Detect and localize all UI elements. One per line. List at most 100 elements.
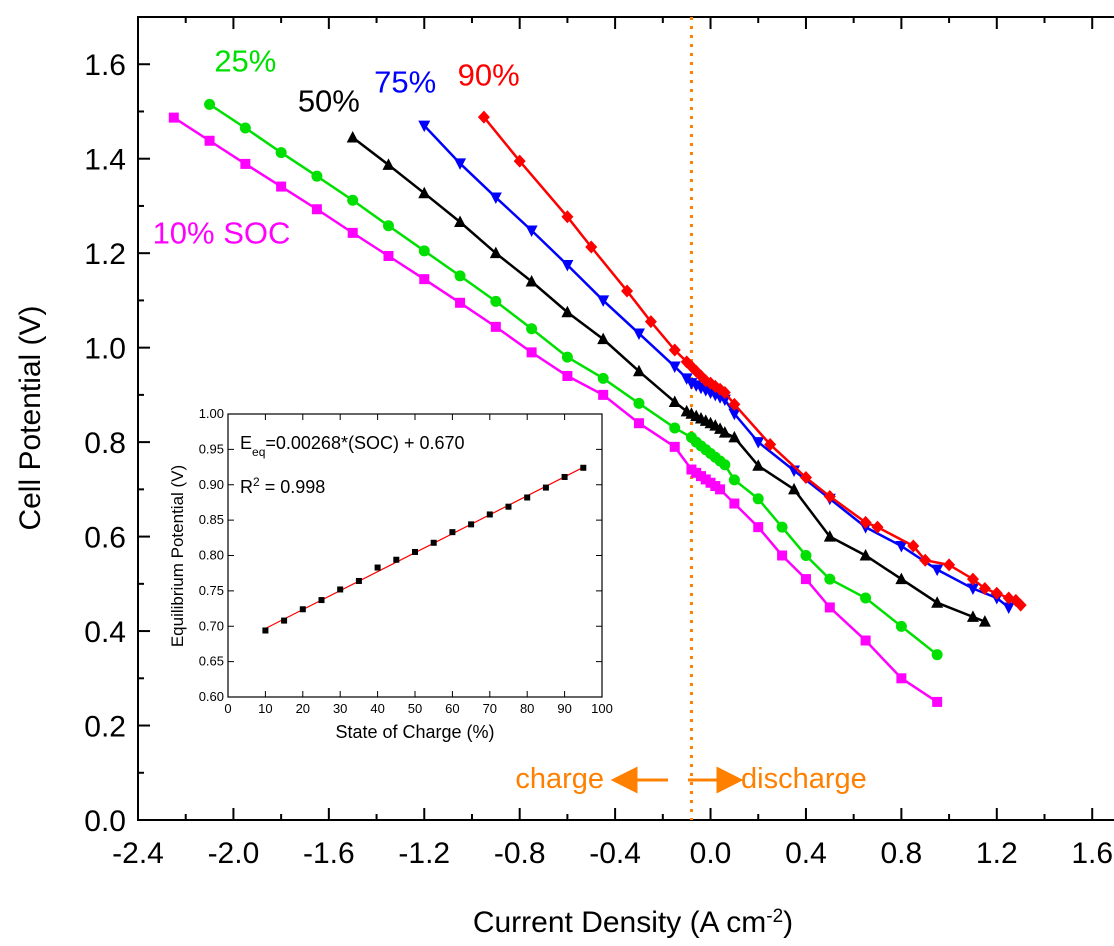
data-point (764, 437, 777, 451)
data-point (871, 520, 884, 534)
main-x-axis-title: Current Density (A cm-2) (473, 906, 793, 940)
x-tick-label: 0.4 (785, 837, 827, 870)
inset-data-point (318, 597, 325, 604)
data-point (455, 297, 466, 308)
data-point (418, 186, 431, 199)
inset-y-tick-label: 1.00 (199, 406, 224, 421)
data-point (895, 572, 908, 585)
inset-y-axis: 0.60 0.65 0.70 0.75 0.80 0.85 0.90 0.95 1.00 (199, 406, 602, 704)
inset-r-squared: R2 = 0.998 (240, 475, 325, 497)
data-point (860, 592, 872, 604)
data-point (931, 564, 944, 577)
inset-data-point (412, 548, 418, 555)
inset-data-point (505, 503, 512, 510)
data-point (477, 110, 490, 124)
x-tick-label: 1.2 (976, 837, 1018, 870)
inset-data-point (281, 617, 288, 624)
x-tick-label: 1.6 (1071, 837, 1113, 870)
data-point (513, 154, 526, 168)
data-point (753, 522, 764, 533)
data-point (932, 696, 943, 707)
data-point (728, 430, 741, 443)
inset-data-point (542, 484, 549, 491)
inset-data-point (337, 586, 344, 593)
inset-y-tick-label: 0.85 (199, 512, 224, 527)
data-point (1014, 598, 1027, 612)
series-labels: 10% SOC 25% 50% 75% 90% (153, 43, 520, 250)
inset-x-tick-label: 90 (557, 701, 571, 716)
data-point (823, 489, 836, 503)
x-tick-label: -0.4 (589, 837, 641, 870)
data-point (777, 550, 788, 561)
inset-background (224, 414, 604, 697)
data-point (668, 361, 681, 374)
data-point (668, 395, 681, 407)
y-tick-label: 0.8 (84, 427, 126, 460)
data-point (454, 270, 466, 282)
data-point (561, 210, 574, 224)
data-point (204, 135, 215, 146)
data-point (204, 98, 216, 110)
main-x-axis: -2.4 -2.0 -1.6 -1.2 -0.8 -0.4 0.0 0.4 0.8 1.2 1.6 (112, 17, 1113, 870)
data-point (668, 343, 681, 357)
data-point (561, 351, 573, 363)
data-point (728, 397, 741, 411)
inset-x-axis-title: State of Charge (%) (335, 722, 494, 742)
data-point (454, 215, 467, 228)
main-plot-frame (137, 16, 1114, 821)
data-point (800, 549, 812, 561)
data-point (454, 158, 467, 170)
data-point (382, 158, 395, 170)
series-label: 50% (298, 83, 360, 118)
data-point (978, 582, 991, 596)
main-y-axis: 0.0 0.2 0.4 0.6 0.8 1.0 1.2 1.4 1.6 (84, 49, 150, 838)
inset-data-point (374, 564, 381, 571)
data-point (895, 541, 908, 553)
data-point (383, 251, 394, 262)
data-point (644, 315, 657, 329)
series-label: 75% (374, 65, 436, 100)
inset-data-point (580, 464, 587, 471)
data-point (347, 194, 359, 206)
data-point (919, 553, 932, 567)
data-point (346, 130, 359, 143)
data-point (859, 548, 872, 561)
data-point (669, 422, 681, 434)
data-point (526, 323, 538, 335)
data-point (419, 274, 430, 285)
inset-equation: Eeq=0.00268*(SOC) + 0.670 (240, 433, 465, 459)
y-tick-label: 1.6 (84, 49, 126, 82)
series-4 (477, 110, 1027, 612)
inset-data-point (449, 529, 456, 536)
inset-x-tick-label: 50 (408, 701, 422, 716)
data-point (990, 586, 1003, 600)
discharge-label: discharge (741, 763, 867, 795)
data-point (931, 649, 943, 661)
inset-y-tick-label: 0.65 (199, 654, 224, 669)
data-point (718, 426, 731, 438)
inset-points (262, 464, 587, 634)
series-label: 10% SOC (153, 216, 291, 251)
inset-x-tick-label: 80 (520, 701, 534, 716)
data-point (597, 372, 609, 384)
data-point (275, 147, 287, 159)
data-point (719, 459, 731, 471)
x-tick-label: -2.4 (112, 837, 164, 870)
inset-y-tick-label: 0.80 (199, 548, 224, 563)
data-point (728, 408, 741, 421)
series-2 (346, 130, 991, 627)
data-point (239, 122, 251, 134)
inset-x-tick-label: 0 (224, 701, 231, 716)
inset-x-axis: 0 10 20 30 40 50 60 70 80 90 100 (224, 414, 613, 716)
data-point (526, 347, 537, 358)
inset-x-tick-label: 100 (591, 701, 613, 716)
inset-data-point (524, 494, 531, 501)
data-point (788, 482, 801, 495)
data-point (585, 240, 598, 254)
y-tick-label: 0.4 (84, 616, 126, 649)
y-tick-label: 1.2 (84, 238, 126, 271)
inset-data-point (468, 521, 475, 528)
inset-x-tick-label: 70 (483, 701, 497, 716)
data-point (752, 437, 765, 449)
